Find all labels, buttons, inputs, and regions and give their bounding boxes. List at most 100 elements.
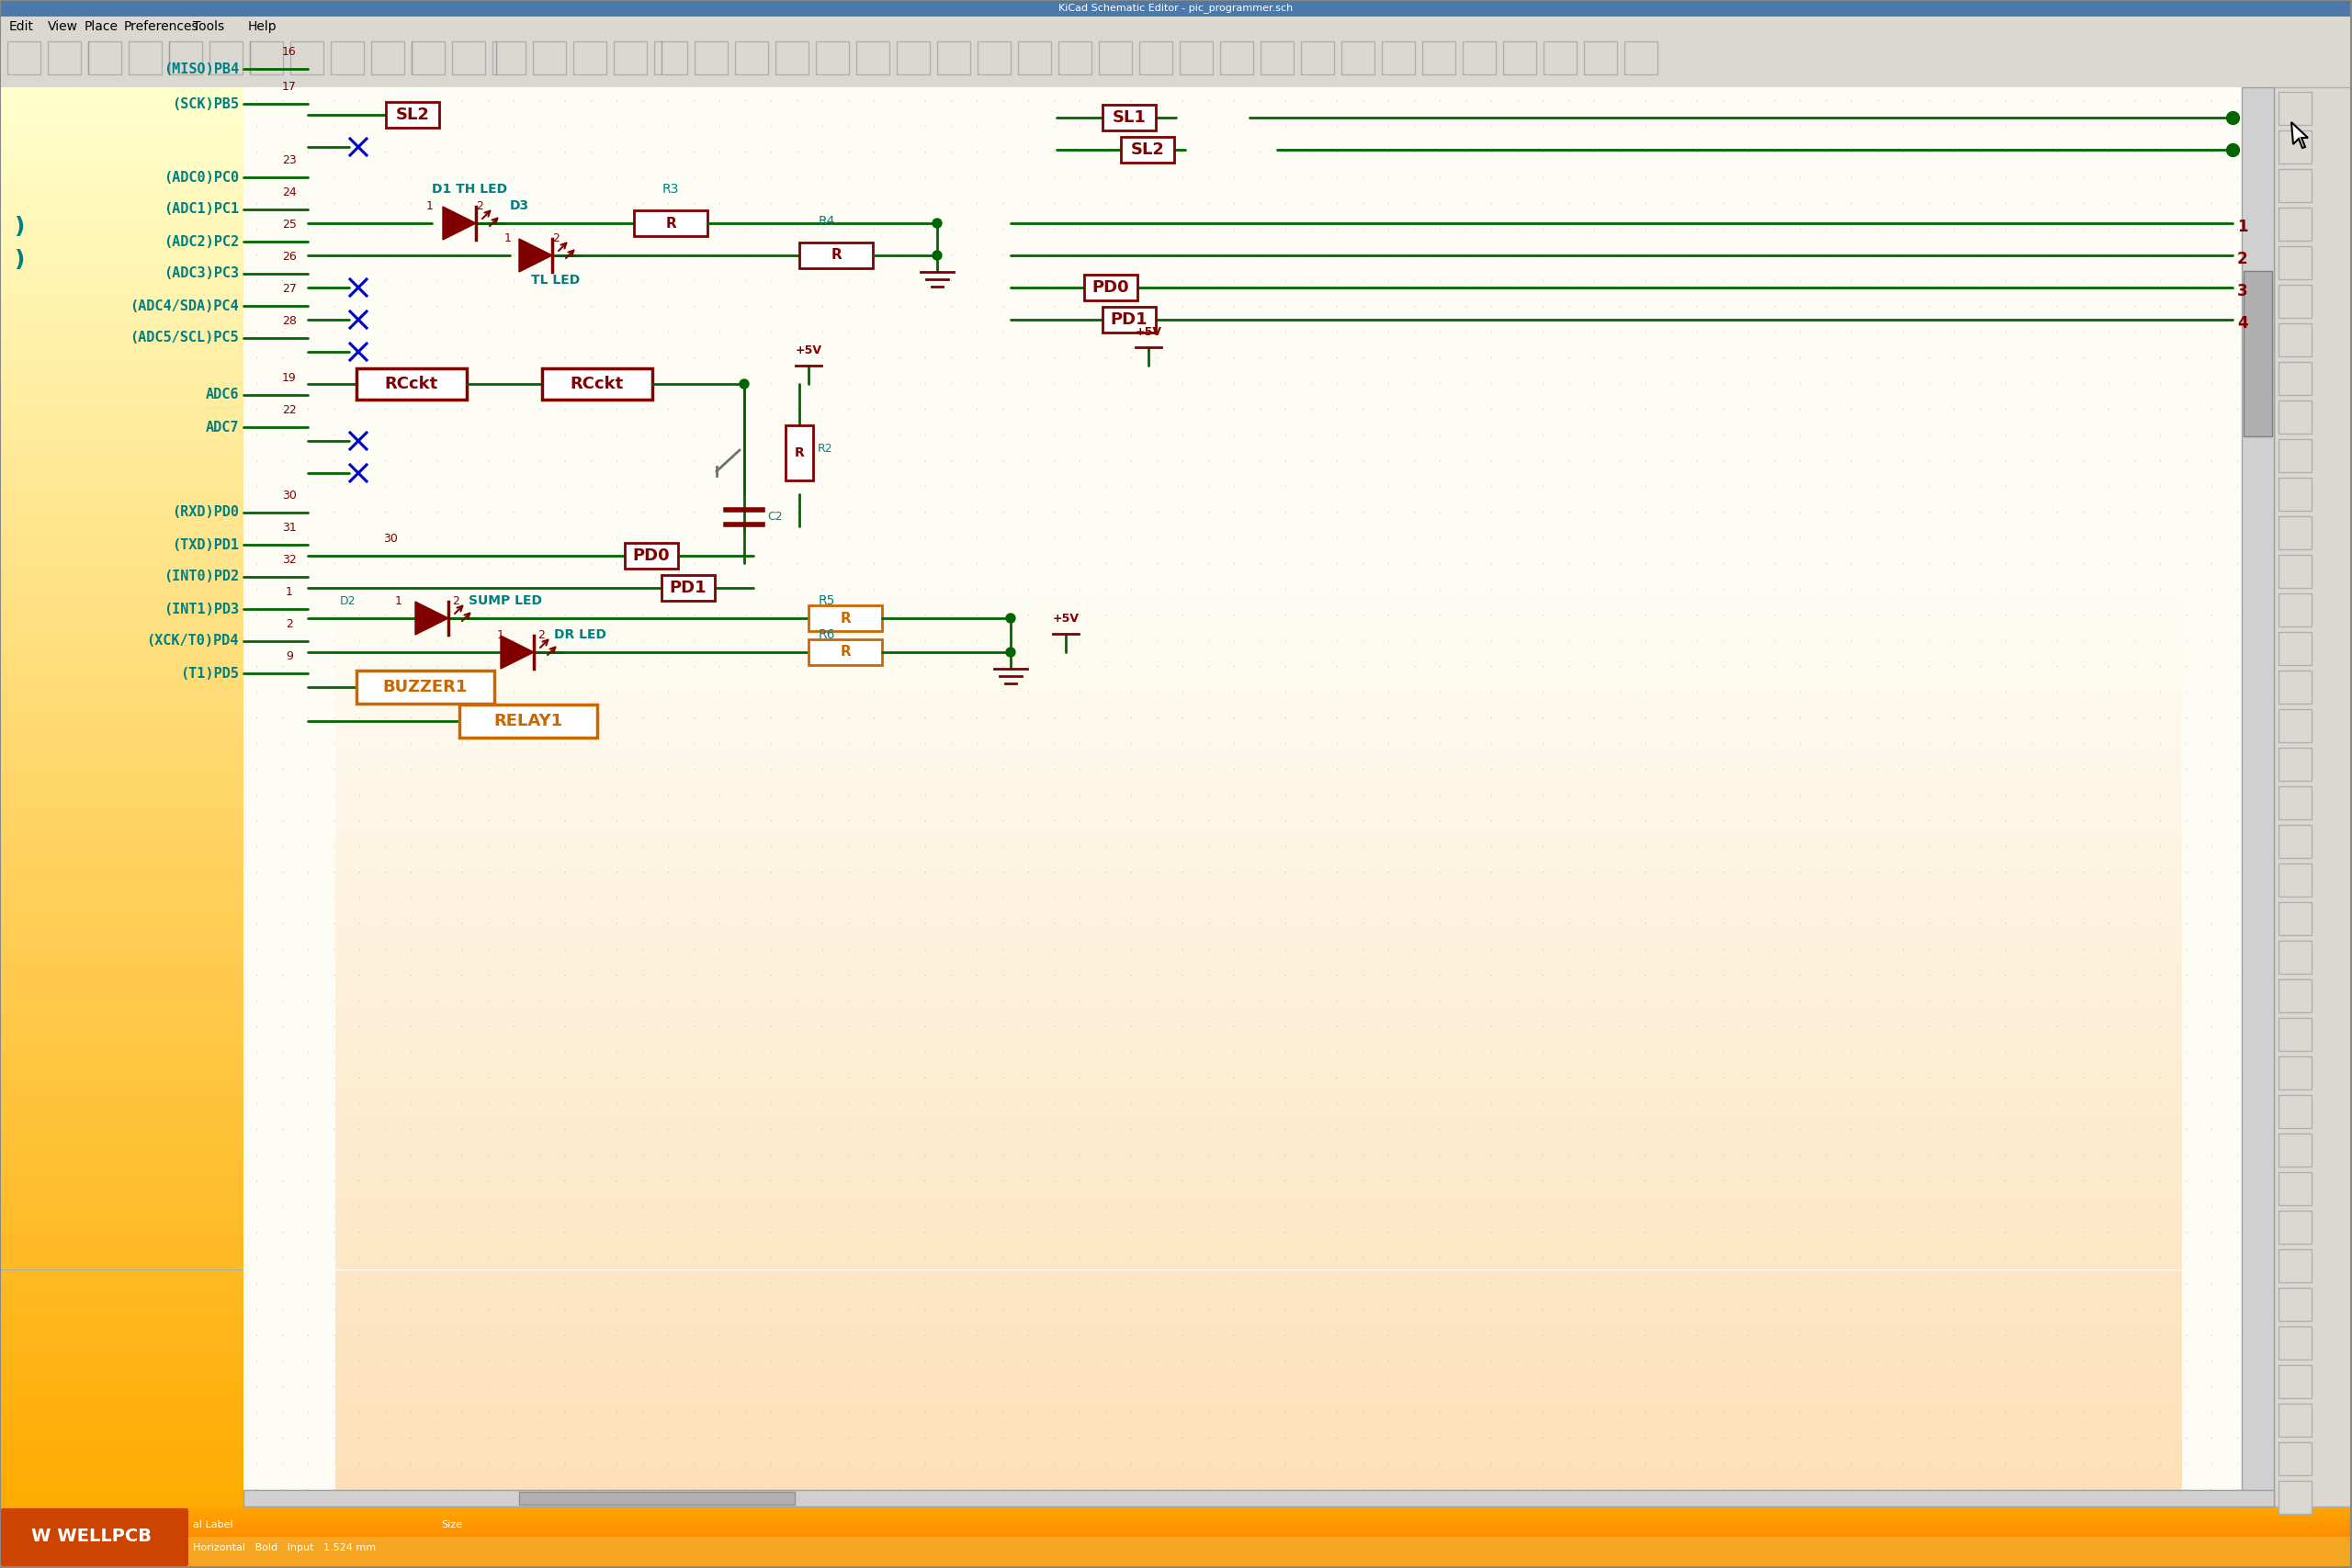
Point — [1780, 706, 1818, 731]
Point — [1628, 1193, 1665, 1218]
Point — [289, 499, 327, 524]
Point — [2039, 782, 2077, 808]
Bar — [336, 619, 2183, 632]
Text: 2: 2 — [287, 618, 294, 630]
Point — [1421, 627, 1458, 652]
Point — [1317, 1193, 1355, 1218]
Point — [1729, 1477, 1766, 1502]
Point — [649, 550, 687, 575]
Point — [649, 165, 687, 190]
Point — [906, 1450, 943, 1475]
Bar — [0, 419, 245, 430]
Bar — [1423, 41, 1456, 74]
Point — [1009, 1168, 1047, 1193]
Point — [1190, 1091, 1228, 1116]
Point — [419, 1142, 456, 1167]
Point — [1265, 1013, 1303, 1038]
Point — [1550, 963, 1588, 988]
Point — [468, 731, 506, 756]
Point — [1087, 241, 1124, 267]
Point — [1703, 577, 1740, 602]
Point — [675, 1193, 713, 1218]
Point — [2192, 268, 2230, 293]
Point — [957, 1297, 995, 1322]
Point — [1729, 525, 1766, 550]
Point — [468, 1270, 506, 1295]
Point — [854, 525, 891, 550]
Point — [1395, 1220, 1432, 1245]
Point — [1472, 1116, 1510, 1142]
Point — [1884, 782, 1922, 808]
Point — [1962, 1270, 1999, 1295]
Point — [880, 1065, 917, 1090]
Point — [1446, 1348, 1484, 1374]
Point — [2114, 963, 2152, 988]
Point — [701, 936, 739, 961]
Point — [2065, 706, 2103, 731]
Point — [1987, 1116, 2025, 1142]
Point — [1806, 241, 1844, 267]
Bar — [47, 41, 80, 74]
Point — [1216, 884, 1254, 909]
Bar — [0, 1010, 245, 1022]
Point — [1190, 963, 1228, 988]
Point — [1369, 963, 1406, 988]
Point — [1703, 1297, 1740, 1322]
Point — [2192, 731, 2230, 756]
Point — [2013, 1065, 2051, 1090]
Point — [906, 731, 943, 756]
Point — [520, 1399, 557, 1424]
Point — [1138, 447, 1176, 472]
Bar — [0, 655, 245, 666]
Point — [238, 1142, 275, 1167]
Point — [931, 293, 969, 318]
Point — [779, 1297, 816, 1322]
Point — [1190, 627, 1228, 652]
Point — [1628, 731, 1665, 756]
Point — [1653, 397, 1691, 422]
Point — [1242, 988, 1279, 1013]
Point — [779, 293, 816, 318]
Point — [1190, 731, 1228, 756]
Point — [1343, 1220, 1381, 1245]
Point — [1190, 447, 1228, 472]
Point — [419, 1425, 456, 1450]
Point — [546, 834, 583, 859]
Point — [1524, 1348, 1562, 1374]
Point — [393, 1091, 430, 1116]
Point — [1291, 499, 1329, 524]
Point — [1576, 216, 1613, 241]
Point — [675, 1322, 713, 1347]
Point — [906, 884, 943, 909]
Point — [2140, 706, 2178, 731]
Point — [1369, 1193, 1406, 1218]
Point — [2013, 268, 2051, 293]
Point — [572, 1450, 609, 1475]
Point — [1806, 1193, 1844, 1218]
Point — [2039, 113, 2077, 138]
Point — [520, 782, 557, 808]
Point — [1369, 447, 1406, 472]
Point — [1962, 1425, 1999, 1450]
Point — [623, 1091, 661, 1116]
Point — [1112, 756, 1150, 781]
Point — [1628, 1013, 1665, 1038]
Point — [442, 577, 480, 602]
Point — [1628, 808, 1665, 833]
Point — [1832, 756, 1870, 781]
Polygon shape — [2291, 122, 2307, 147]
Point — [1369, 731, 1406, 756]
Point — [1395, 1193, 1432, 1218]
Point — [1112, 1168, 1150, 1193]
Bar — [0, 974, 245, 986]
Bar — [0, 325, 245, 336]
Point — [1421, 345, 1458, 370]
Point — [1291, 88, 1329, 113]
Point — [830, 963, 868, 988]
Point — [367, 1374, 405, 1399]
Point — [1806, 1116, 1844, 1142]
Point — [1677, 216, 1715, 241]
Point — [1164, 1477, 1202, 1502]
Point — [1858, 577, 1896, 602]
Point — [1653, 447, 1691, 472]
